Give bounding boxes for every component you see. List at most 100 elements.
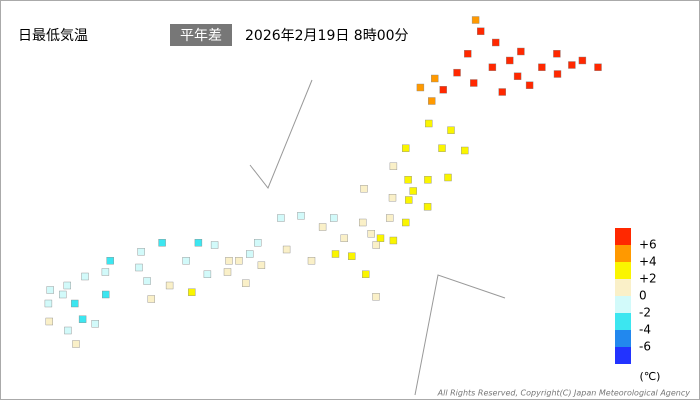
copyright: All Rights Reserved, Copyright(C) Japan … bbox=[437, 389, 691, 398]
station bbox=[101, 268, 110, 276]
station bbox=[488, 63, 497, 71]
station bbox=[225, 257, 233, 265]
station bbox=[137, 248, 145, 256]
station bbox=[372, 241, 380, 249]
station bbox=[182, 257, 190, 265]
station bbox=[464, 50, 472, 58]
station bbox=[439, 86, 447, 94]
okinawa-inset-line bbox=[249, 79, 313, 189]
station bbox=[318, 223, 327, 231]
station bbox=[63, 281, 71, 290]
legend-label: 0 bbox=[639, 289, 647, 303]
station bbox=[594, 63, 602, 71]
station bbox=[404, 176, 412, 184]
station bbox=[525, 81, 534, 89]
station bbox=[106, 257, 114, 265]
badge: 平年差 bbox=[180, 28, 222, 44]
legend-swatch bbox=[615, 245, 631, 262]
legend-swatch bbox=[615, 296, 631, 313]
station bbox=[71, 299, 79, 308]
station bbox=[423, 203, 432, 211]
legend-label: -2 bbox=[639, 306, 651, 320]
station bbox=[46, 286, 54, 294]
station bbox=[147, 295, 156, 303]
station bbox=[453, 68, 461, 77]
station bbox=[203, 270, 212, 278]
station bbox=[44, 299, 53, 308]
station bbox=[578, 56, 587, 65]
legend-swatch bbox=[615, 347, 631, 364]
station bbox=[158, 239, 166, 247]
station bbox=[362, 270, 370, 278]
station bbox=[360, 185, 368, 193]
ogasawara-inset-line bbox=[414, 274, 506, 396]
station bbox=[194, 239, 203, 247]
station bbox=[424, 176, 432, 184]
station bbox=[81, 272, 89, 281]
badge-bg bbox=[170, 24, 232, 46]
station bbox=[330, 214, 338, 222]
station bbox=[143, 277, 151, 285]
legend-swatch bbox=[615, 330, 631, 347]
station bbox=[416, 83, 425, 92]
station bbox=[245, 250, 254, 258]
legend-label: +2 bbox=[639, 272, 657, 286]
station bbox=[553, 70, 562, 78]
legend-swatch bbox=[615, 313, 631, 330]
station bbox=[461, 146, 469, 155]
station bbox=[254, 239, 262, 247]
station bbox=[72, 340, 80, 348]
legend-swatch bbox=[615, 228, 631, 245]
station bbox=[223, 268, 232, 276]
station bbox=[78, 315, 87, 323]
station bbox=[242, 279, 250, 287]
station bbox=[425, 119, 433, 128]
station bbox=[331, 250, 340, 258]
station bbox=[257, 261, 266, 269]
station bbox=[389, 236, 398, 245]
station bbox=[568, 61, 576, 69]
station bbox=[553, 50, 561, 58]
station bbox=[340, 234, 348, 242]
legend: +6 +4 +2 0 -2 -4 -6 bbox=[615, 228, 657, 364]
inset-lines bbox=[249, 79, 506, 396]
station bbox=[470, 79, 478, 87]
station bbox=[431, 74, 439, 83]
station bbox=[45, 317, 53, 326]
station bbox=[307, 257, 316, 265]
station bbox=[367, 230, 375, 238]
station bbox=[135, 263, 143, 272]
station bbox=[210, 241, 219, 249]
station bbox=[277, 214, 285, 222]
station bbox=[405, 196, 413, 204]
station bbox=[506, 56, 514, 65]
station bbox=[235, 257, 243, 265]
station bbox=[492, 38, 500, 47]
station bbox=[188, 288, 196, 296]
legend-swatch bbox=[615, 279, 631, 296]
station bbox=[91, 320, 99, 328]
station bbox=[282, 245, 291, 254]
legend-label: +4 bbox=[639, 255, 657, 269]
station bbox=[297, 212, 305, 220]
title: 日最低気温 bbox=[18, 28, 88, 44]
station bbox=[348, 252, 356, 260]
station bbox=[477, 27, 485, 35]
station bbox=[59, 290, 67, 299]
station bbox=[64, 326, 72, 335]
datetime: 2026年2月19日 8時00分 bbox=[245, 28, 409, 44]
station bbox=[438, 144, 446, 152]
station bbox=[402, 218, 410, 227]
legend-label: -6 bbox=[639, 340, 651, 354]
station bbox=[389, 162, 398, 170]
station bbox=[513, 72, 522, 80]
legend-unit: (℃) bbox=[640, 370, 661, 383]
legend-label: -4 bbox=[639, 323, 651, 337]
station bbox=[447, 126, 455, 134]
station bbox=[388, 194, 397, 202]
station bbox=[101, 290, 110, 299]
station bbox=[517, 47, 525, 56]
legend-label: +6 bbox=[639, 238, 657, 252]
legend-swatch bbox=[615, 262, 631, 279]
